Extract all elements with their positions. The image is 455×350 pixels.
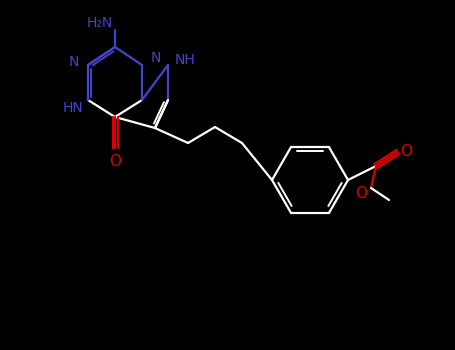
- Text: NH: NH: [175, 53, 195, 67]
- Text: O: O: [400, 144, 412, 159]
- Text: N: N: [69, 55, 79, 69]
- Text: N: N: [151, 51, 161, 65]
- Text: O: O: [355, 186, 367, 201]
- Text: H₂N: H₂N: [87, 16, 113, 30]
- Text: HN: HN: [63, 101, 83, 115]
- Text: O: O: [109, 154, 121, 169]
